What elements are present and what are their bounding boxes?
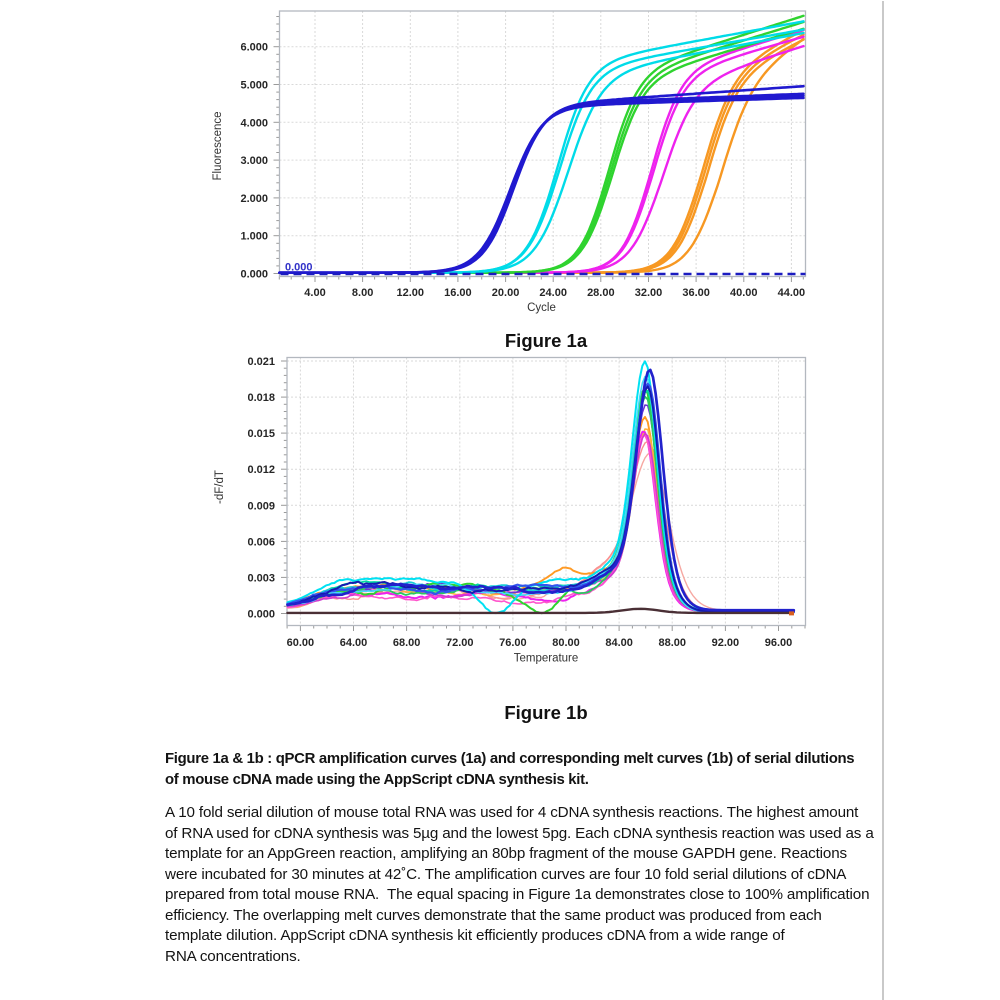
svg-text:5.000: 5.000 [240, 80, 268, 92]
svg-text:96.00: 96.00 [765, 637, 793, 649]
svg-text:Cycle: Cycle [527, 302, 556, 314]
svg-text:0.021: 0.021 [247, 356, 275, 368]
svg-text:68.00: 68.00 [393, 637, 421, 649]
svg-text:24.00: 24.00 [539, 287, 567, 299]
svg-text:92.00: 92.00 [712, 637, 740, 649]
svg-text:4.000: 4.000 [240, 117, 268, 129]
svg-text:-dF/dT: -dF/dT [214, 470, 226, 504]
svg-text:0.000: 0.000 [240, 269, 268, 281]
svg-text:4.00: 4.00 [304, 287, 325, 299]
svg-text:80.00: 80.00 [552, 637, 580, 649]
svg-text:3.000: 3.000 [240, 155, 268, 167]
svg-text:28.00: 28.00 [587, 287, 615, 299]
svg-text:20.00: 20.00 [492, 287, 520, 299]
svg-text:0.015: 0.015 [247, 428, 275, 440]
svg-text:Fluorescence: Fluorescence [212, 111, 224, 180]
svg-text:0.000: 0.000 [285, 262, 313, 274]
svg-text:12.00: 12.00 [397, 287, 425, 299]
svg-text:72.00: 72.00 [446, 637, 474, 649]
svg-text:2.000: 2.000 [240, 193, 268, 205]
svg-text:32.00: 32.00 [635, 287, 663, 299]
svg-text:0.018: 0.018 [247, 392, 275, 404]
svg-text:76.00: 76.00 [499, 637, 527, 649]
svg-text:84.00: 84.00 [605, 637, 633, 649]
svg-text:44.00: 44.00 [778, 287, 806, 299]
svg-text:0.012: 0.012 [247, 464, 275, 476]
svg-text:0.000: 0.000 [247, 609, 275, 621]
svg-text:1.000: 1.000 [240, 231, 268, 243]
svg-text:64.00: 64.00 [340, 637, 368, 649]
svg-text:6.000: 6.000 [240, 42, 268, 54]
svg-text:88.00: 88.00 [658, 637, 686, 649]
svg-text:16.00: 16.00 [444, 287, 472, 299]
svg-text:8.00: 8.00 [352, 287, 373, 299]
svg-text:0.009: 0.009 [247, 500, 275, 512]
svg-text:40.00: 40.00 [730, 287, 758, 299]
svg-text:0.003: 0.003 [247, 572, 275, 584]
svg-text:0.006: 0.006 [247, 536, 275, 548]
svg-text:Temperature: Temperature [514, 653, 579, 665]
svg-text:36.00: 36.00 [682, 287, 710, 299]
svg-text:60.00: 60.00 [287, 637, 315, 649]
